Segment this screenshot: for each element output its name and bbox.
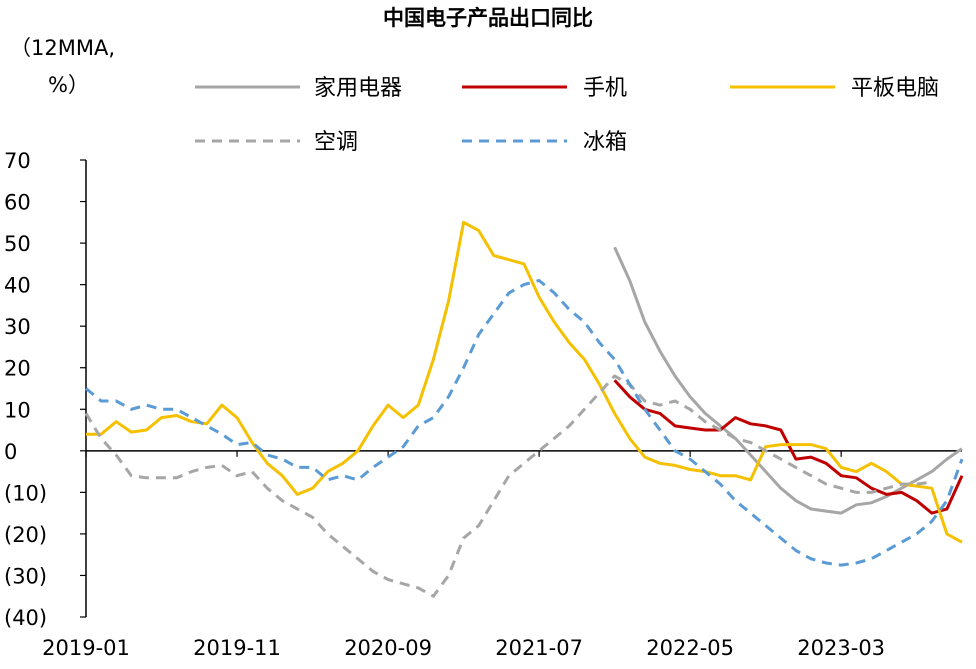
y-tick-label: 20 bbox=[4, 357, 31, 381]
legend-label-tablets: 平板电脑 bbox=[851, 76, 939, 101]
y-tick-label: (40) bbox=[4, 606, 47, 630]
legend-item-4: 冰箱 bbox=[462, 130, 627, 155]
legend-item-0: 家用电器 bbox=[195, 76, 402, 101]
y-tick-label: (30) bbox=[4, 564, 47, 588]
y-tick-label: 50 bbox=[4, 232, 31, 256]
legend-item-2: 平板电脑 bbox=[730, 76, 939, 101]
y-tick-label: 60 bbox=[4, 191, 31, 215]
y-tick-label: 0 bbox=[4, 440, 17, 464]
legend-item-1: 手机 bbox=[462, 76, 627, 101]
x-tick-label: 2019-11 bbox=[193, 636, 281, 660]
series-line-tablets bbox=[86, 220, 963, 544]
x-axis-ticks: 2019-01 2019-11 2020-09 2021-07 2022-05 2023-… bbox=[42, 450, 885, 660]
y-tick-label: (10) bbox=[4, 481, 47, 505]
series-lines bbox=[84, 220, 964, 598]
y-tick-label: 10 bbox=[4, 398, 31, 422]
legend-label-phones: 手机 bbox=[583, 76, 627, 101]
legend-label-air-conditioners: 空调 bbox=[314, 130, 358, 155]
y-axis-ticks: 70 60 50 40 30 20 10 0 (10) (20) (30) (40) bbox=[4, 149, 86, 630]
legend-label-appliances: 家用电器 bbox=[314, 76, 402, 101]
series-line-air-conditioners bbox=[84, 374, 933, 598]
series-line-refrigerators bbox=[85, 279, 964, 567]
chart-title: 中国电子产品出口同比 bbox=[383, 6, 593, 30]
x-tick-label: 2023-03 bbox=[797, 636, 885, 660]
y-axis-unit-line1: （12MMA, bbox=[10, 36, 115, 60]
y-tick-label: 70 bbox=[4, 149, 31, 173]
legend-label-refrigerators: 冰箱 bbox=[583, 130, 627, 155]
y-tick-label: 40 bbox=[4, 274, 31, 298]
x-tick-label: 2021-07 bbox=[495, 636, 583, 660]
series-line-appliances bbox=[613, 246, 963, 515]
legend: 家用电器 手机 平板电脑 空调 冰箱 bbox=[195, 76, 939, 155]
legend-item-3: 空调 bbox=[195, 130, 358, 155]
y-tick-label: (20) bbox=[4, 523, 47, 547]
x-tick-label: 2019-01 bbox=[42, 636, 130, 660]
x-tick-label: 2022-05 bbox=[646, 636, 734, 660]
x-tick-label: 2020-09 bbox=[344, 636, 432, 660]
y-tick-label: 30 bbox=[4, 315, 31, 339]
axes bbox=[85, 160, 962, 617]
y-axis-unit-line2: %） bbox=[48, 73, 89, 97]
